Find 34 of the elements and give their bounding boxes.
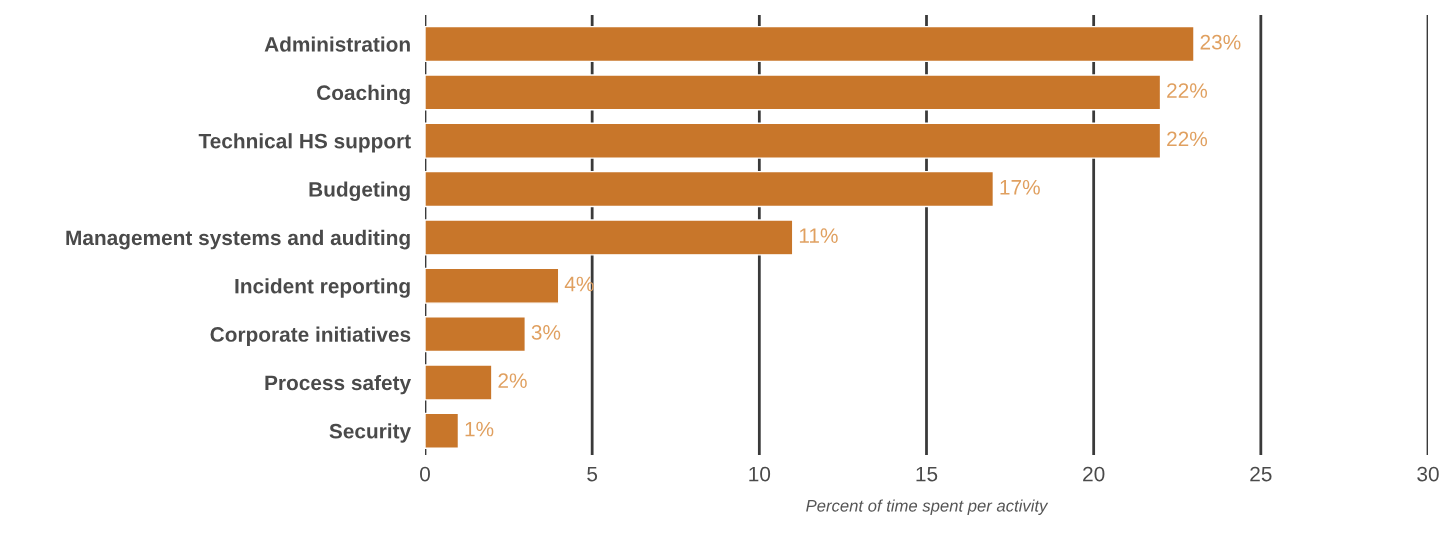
y-tick-label: Technical HS support: [198, 133, 411, 153]
y-tick-label: Security: [329, 423, 411, 443]
bar: [425, 364, 493, 401]
x-tick-label: 15: [916, 466, 938, 482]
y-tick-label: Corporate initiatives: [210, 326, 411, 346]
data-label: 2%: [498, 373, 527, 388]
y-tick-label: Management systems and auditing: [66, 229, 410, 250]
x-tick-label: 0: [420, 466, 430, 482]
data-label: 11%: [799, 228, 838, 243]
y-tick-label: Incident reporting: [235, 278, 410, 298]
bar: [425, 219, 794, 256]
data-label: 22%: [1167, 83, 1208, 98]
x-tick-label: 5: [587, 466, 598, 482]
x-tick-label: 30: [1417, 466, 1439, 482]
x-tick-label: 25: [1250, 466, 1272, 482]
data-label: 17%: [1000, 180, 1040, 195]
bar: [425, 316, 526, 353]
bar: [425, 74, 1162, 111]
x-axis-title: Percent of time spent per activity: [806, 499, 1049, 515]
y-tick-label: Administration: [264, 36, 410, 52]
data-label: 22%: [1167, 131, 1208, 147]
bar: [425, 25, 1195, 63]
x-tick-label: 20: [1083, 466, 1105, 482]
data-label: 23%: [1200, 34, 1241, 50]
y-tick-label: Coaching: [317, 84, 410, 105]
y-tick-label: Budgeting: [309, 181, 410, 202]
bar: [425, 122, 1162, 159]
x-tick-label: 10: [749, 466, 771, 482]
bar: [425, 412, 460, 449]
data-label: 3%: [531, 324, 561, 340]
bar: [425, 170, 995, 208]
data-label: 1%: [465, 421, 494, 437]
y-tick-label: Process safety: [265, 374, 412, 395]
bar: [425, 267, 560, 304]
